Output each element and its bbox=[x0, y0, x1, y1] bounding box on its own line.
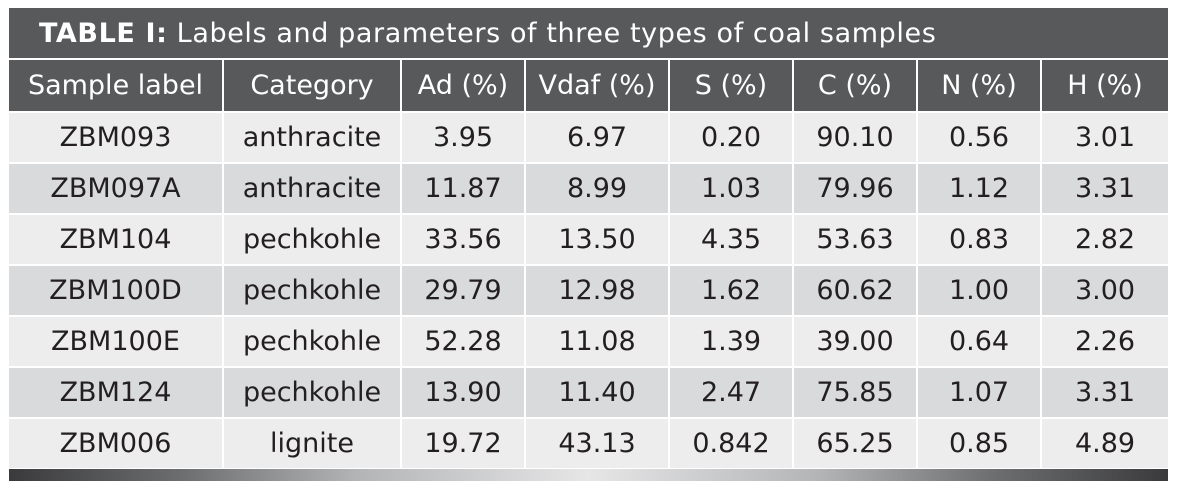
cell-vdaf: 11.08 bbox=[524, 315, 670, 368]
cell-ad: 11.87 bbox=[400, 162, 526, 215]
cell-n: 1.12 bbox=[916, 162, 1042, 215]
cell-s: 0.20 bbox=[668, 111, 794, 164]
cell-s: 1.39 bbox=[668, 315, 794, 368]
cell-ad: 52.28 bbox=[400, 315, 526, 368]
cell-sample-label: ZBM104 bbox=[9, 213, 224, 266]
cell-category: pechkohle bbox=[222, 264, 402, 317]
cell-c: 60.62 bbox=[792, 264, 918, 317]
cell-category: anthracite bbox=[222, 111, 402, 164]
table-title: TABLE I: Labels and parameters of three … bbox=[9, 8, 1168, 58]
cell-c: 79.96 bbox=[792, 162, 918, 215]
header-vdaf: Vdaf (%) bbox=[524, 58, 670, 113]
table-row: ZBM100D pechkohle 29.79 12.98 1.62 60.62 1.00 3… bbox=[9, 264, 1168, 317]
table-row: ZBM100E pechkohle 52.28 11.08 1.39 39.00 0.64 2… bbox=[9, 315, 1168, 368]
cell-category: pechkohle bbox=[222, 213, 402, 266]
cell-ad: 33.56 bbox=[400, 213, 526, 266]
cell-category: lignite bbox=[222, 417, 402, 470]
cell-category: pechkohle bbox=[222, 315, 402, 368]
cell-vdaf: 11.40 bbox=[524, 366, 670, 419]
bottom-gradient-bar bbox=[9, 469, 1168, 481]
cell-vdaf: 12.98 bbox=[524, 264, 670, 317]
header-c: C (%) bbox=[792, 58, 918, 113]
table-row: ZBM006 lignite 19.72 43.13 0.842 65.25 0.85 4.8… bbox=[9, 417, 1168, 470]
cell-sample-label: ZBM100E bbox=[9, 315, 224, 368]
table-row: ZBM124 pechkohle 13.90 11.40 2.47 75.85 1.07 3.… bbox=[9, 366, 1168, 419]
cell-c: 39.00 bbox=[792, 315, 918, 368]
cell-h: 3.00 bbox=[1040, 264, 1168, 317]
table-row: ZBM093 anthracite 3.95 6.97 0.20 90.10 0.56 3.0… bbox=[9, 111, 1168, 164]
cell-sample-label: ZBM093 bbox=[9, 111, 224, 164]
cell-h: 3.01 bbox=[1040, 111, 1168, 164]
table-row: ZBM097A anthracite 11.87 8.99 1.03 79.96 1.12 3… bbox=[9, 162, 1168, 215]
header-ad: Ad (%) bbox=[400, 58, 526, 113]
cell-n: 1.00 bbox=[916, 264, 1042, 317]
header-row: Sample label Category Ad (%) Vdaf (%) S … bbox=[9, 58, 1168, 113]
header-s: S (%) bbox=[668, 58, 794, 113]
cell-n: 1.07 bbox=[916, 366, 1042, 419]
cell-h: 2.26 bbox=[1040, 315, 1168, 368]
cell-c: 65.25 bbox=[792, 417, 918, 470]
table-title-text: Labels and parameters of three types of … bbox=[167, 18, 937, 49]
cell-n: 0.56 bbox=[916, 111, 1042, 164]
header-n: N (%) bbox=[916, 58, 1042, 113]
cell-h: 2.82 bbox=[1040, 213, 1168, 266]
data-table: Sample label Category Ad (%) Vdaf (%) S … bbox=[9, 58, 1168, 470]
cell-vdaf: 13.50 bbox=[524, 213, 670, 266]
table-title-label: TABLE I: bbox=[39, 18, 168, 49]
cell-n: 0.85 bbox=[916, 417, 1042, 470]
cell-sample-label: ZBM097A bbox=[9, 162, 224, 215]
cell-c: 75.85 bbox=[792, 366, 918, 419]
header-category: Category bbox=[222, 58, 402, 113]
table-container: TABLE I: Labels and parameters of three … bbox=[9, 8, 1168, 480]
header-h: H (%) bbox=[1040, 58, 1168, 113]
cell-ad: 29.79 bbox=[400, 264, 526, 317]
cell-vdaf: 43.13 bbox=[524, 417, 670, 470]
cell-category: pechkohle bbox=[222, 366, 402, 419]
cell-s: 0.842 bbox=[668, 417, 794, 470]
cell-h: 4.89 bbox=[1040, 417, 1168, 470]
cell-ad: 3.95 bbox=[400, 111, 526, 164]
table-row: ZBM104 pechkohle 33.56 13.50 4.35 53.63 0.83 2.… bbox=[9, 213, 1168, 266]
cell-vdaf: 6.97 bbox=[524, 111, 670, 164]
cell-c: 90.10 bbox=[792, 111, 918, 164]
cell-s: 1.62 bbox=[668, 264, 794, 317]
cell-s: 4.35 bbox=[668, 213, 794, 266]
cell-s: 2.47 bbox=[668, 366, 794, 419]
cell-category: anthracite bbox=[222, 162, 402, 215]
cell-ad: 19.72 bbox=[400, 417, 526, 470]
cell-ad: 13.90 bbox=[400, 366, 526, 419]
cell-n: 0.83 bbox=[916, 213, 1042, 266]
cell-sample-label: ZBM006 bbox=[9, 417, 224, 470]
header-sample-label: Sample label bbox=[9, 58, 224, 113]
cell-sample-label: ZBM100D bbox=[9, 264, 224, 317]
cell-n: 0.64 bbox=[916, 315, 1042, 368]
cell-vdaf: 8.99 bbox=[524, 162, 670, 215]
cell-h: 3.31 bbox=[1040, 366, 1168, 419]
cell-s: 1.03 bbox=[668, 162, 794, 215]
cell-h: 3.31 bbox=[1040, 162, 1168, 215]
cell-sample-label: ZBM124 bbox=[9, 366, 224, 419]
cell-c: 53.63 bbox=[792, 213, 918, 266]
